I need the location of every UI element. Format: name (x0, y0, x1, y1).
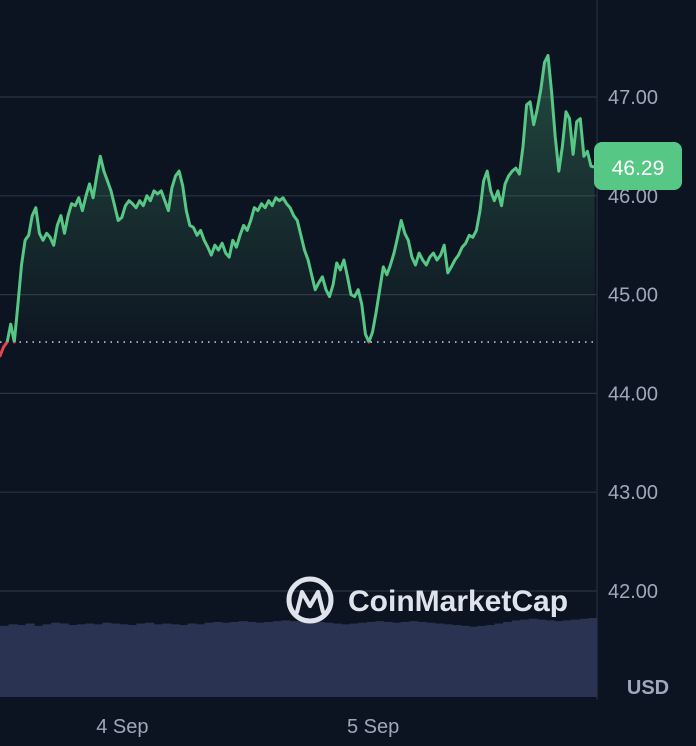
volume-bar (579, 618, 590, 697)
volume-bar (255, 622, 265, 697)
current-price-badge: 46.29 (594, 142, 682, 190)
volume-bar (349, 623, 359, 697)
volume-bar (221, 622, 231, 697)
volume-bar (477, 625, 487, 697)
volume-bar (503, 621, 513, 697)
volume-bar (537, 619, 547, 697)
volume-bar (366, 621, 376, 697)
volume-bar (383, 621, 393, 697)
volume-bar (332, 623, 342, 697)
volume-bar (42, 624, 52, 697)
volume-bar (247, 621, 257, 697)
volume-bar (452, 625, 462, 697)
x-tick-label: 4 Sep (96, 716, 148, 738)
volume-bar (494, 623, 504, 697)
volume-bar (127, 625, 138, 697)
volume-bar (144, 622, 155, 697)
volume-bar (119, 624, 129, 697)
volume-bar (434, 623, 445, 697)
volume-bar (93, 624, 103, 697)
volume-bar (196, 624, 206, 697)
x-tick-label: 5 Sep (347, 716, 399, 738)
currency-unit-label: USD (627, 677, 669, 699)
volume-bar (0, 625, 10, 697)
volume-bar (341, 624, 351, 697)
volume-bars (0, 618, 598, 697)
volume-bar (281, 620, 291, 697)
current-price-label: 46.29 (612, 157, 665, 180)
coinmarketcap-logo-icon (286, 576, 334, 624)
volume-bar (511, 620, 521, 697)
volume-bar (298, 621, 308, 697)
volume-bar (85, 623, 95, 697)
volume-bar (102, 622, 112, 697)
volume-bar (460, 625, 470, 697)
price-area (7, 55, 595, 343)
volume-bar (400, 621, 410, 697)
price-line (0, 54, 597, 358)
volume-bar (520, 619, 530, 697)
price-area-fill (7, 55, 595, 343)
volume-bar (204, 622, 214, 697)
y-tick-label: 42.00 (608, 581, 658, 603)
volume-bar (51, 622, 61, 697)
volume-bar (426, 622, 436, 697)
volume-bar (272, 621, 283, 697)
volume-bar (34, 625, 44, 697)
volume-bar (571, 619, 581, 697)
volume-bar (528, 618, 538, 697)
y-tick-label: 47.00 (608, 87, 658, 109)
volume-bar (554, 621, 564, 697)
watermark-text: CoinMarketCap (348, 585, 568, 618)
price-line-up (5, 54, 597, 343)
y-tick-label: 45.00 (608, 285, 658, 307)
volume-bar (469, 626, 479, 697)
grid-lines (0, 96, 597, 592)
volume-bar (443, 624, 453, 697)
volume-bar (307, 622, 317, 697)
y-tick-label: 46.00 (608, 186, 658, 208)
volume-bar (238, 621, 248, 697)
volume-bar (375, 621, 385, 697)
volume-bar (358, 622, 368, 697)
volume-bar (17, 625, 27, 697)
volume-bar (153, 624, 163, 697)
x-axis-ticks: 4 Sep 5 Sep (96, 716, 399, 738)
y-tick-label: 43.00 (608, 482, 658, 504)
volume-bar (545, 620, 555, 697)
volume-bar (324, 622, 334, 697)
volume-bar (486, 625, 496, 697)
volume-bar (588, 618, 598, 697)
coinmarketcap-watermark: CoinMarketCap (286, 576, 568, 624)
volume-bar (315, 621, 325, 697)
volume-bar (170, 624, 180, 697)
volume-bar (76, 624, 86, 697)
volume-bar (68, 625, 78, 697)
volume-bar (179, 625, 189, 697)
volume-bar (59, 623, 69, 697)
volume-bar (289, 621, 300, 697)
volume-bar (264, 621, 274, 697)
y-axis-ticks: 47.00 46.00 45.00 44.00 43.00 42.00 (608, 87, 658, 603)
volume-bar (8, 624, 18, 697)
volume-bar (25, 623, 35, 697)
volume-bar (187, 623, 197, 697)
volume-bar (562, 620, 573, 697)
volume-bar (230, 621, 240, 697)
volume-bar (110, 623, 120, 697)
volume-bar (417, 621, 428, 697)
volume-bar (136, 623, 146, 697)
y-tick-label: 44.00 (608, 383, 658, 405)
volume-bar (162, 623, 172, 697)
volume-bar (409, 621, 419, 697)
volume-bar (392, 622, 402, 697)
volume-bar (213, 621, 223, 697)
